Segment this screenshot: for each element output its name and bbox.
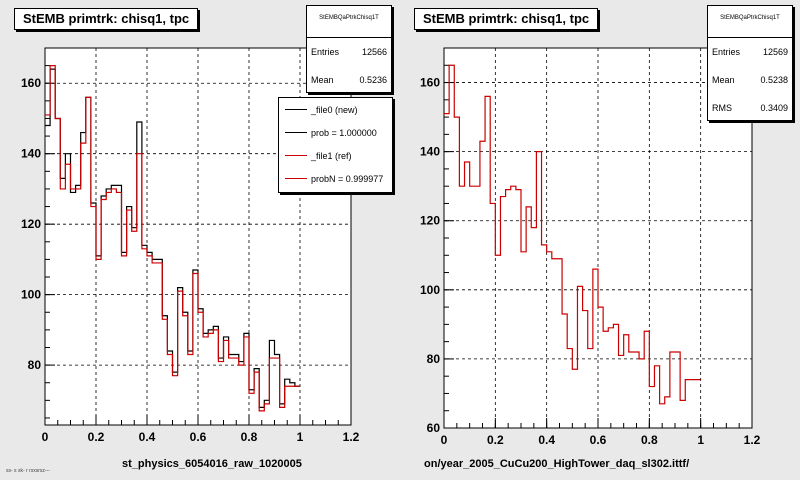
legend-item-probn: probN = 0.999977 bbox=[279, 167, 392, 190]
right-x-tick-label: 1.2 bbox=[744, 433, 761, 447]
right-stats-mean: Mean 0.5238 bbox=[712, 75, 788, 85]
legend-item-new: _file0 (new) bbox=[279, 98, 392, 121]
left-stats-entries: Entries 12566 bbox=[311, 47, 387, 57]
right-stats-title: StEMBQaPtrkChisq1T bbox=[708, 6, 792, 38]
right-y-tick-label: 80 bbox=[427, 352, 441, 366]
left-x-tick-label: 0.2 bbox=[88, 430, 105, 444]
left-x-tick-label: 1.2 bbox=[343, 430, 360, 444]
right-x-tick-label: 0.4 bbox=[538, 433, 555, 447]
left-y-tick-label: 80 bbox=[28, 358, 42, 372]
left-stats-title: StEMBQaPtrkChisq1T bbox=[307, 6, 391, 38]
left-stats-mean: Mean 0.5236 bbox=[311, 75, 387, 85]
legend-item-prob: prob = 1.000000 bbox=[279, 121, 392, 144]
left-y-tick-label: 120 bbox=[21, 217, 41, 231]
right-y-tick-label: 160 bbox=[420, 76, 440, 90]
right-x-axis-label: on/year_2005_CuCu200_HighTower_daq_sl302… bbox=[424, 458, 690, 470]
left-x-tick-label: 1 bbox=[297, 430, 304, 444]
right-chart-title: StEMB primtrk: chisq1, tpc bbox=[414, 8, 599, 30]
right-x-tick-label: 0.6 bbox=[590, 433, 607, 447]
legend-line-new bbox=[285, 109, 307, 110]
legend-line-prob bbox=[285, 132, 307, 133]
right-y-tick-label: 60 bbox=[427, 421, 441, 435]
left-chart-title: StEMB primtrk: chisq1, tpc bbox=[14, 8, 199, 30]
right-y-tick-label: 100 bbox=[420, 283, 440, 297]
legend-item-ref: _file1 (ref) bbox=[279, 144, 392, 167]
left-stats-box: StEMBQaPtrkChisq1T Entries 12566 Mean 0.52… bbox=[306, 5, 392, 93]
left-series-ref-line bbox=[45, 65, 300, 412]
left-y-tick-label: 100 bbox=[21, 288, 41, 302]
right-series-ref-line bbox=[444, 64, 701, 405]
left-x-tick-label: 0.6 bbox=[190, 430, 207, 444]
legend-line-ref bbox=[285, 155, 307, 156]
right-x-tick-label: 1 bbox=[697, 433, 704, 447]
legend: _file0 (new) prob = 1.000000 _file1 (ref… bbox=[278, 97, 393, 193]
right-x-tick-label: 0.2 bbox=[487, 433, 504, 447]
left-y-tick-label: 140 bbox=[21, 147, 41, 161]
left-y-tick-label: 160 bbox=[21, 76, 41, 90]
left-x-axis-label: st_physics_6054016_raw_1020005 bbox=[122, 458, 302, 470]
left-x-tick-label: 0.8 bbox=[241, 430, 258, 444]
left-x-tick-label: 0.4 bbox=[139, 430, 156, 444]
right-stats-entries: Entries 12569 bbox=[712, 47, 788, 57]
footer-text: ss- s sk- r rsxsrsz--- bbox=[6, 468, 50, 474]
right-y-tick-label: 120 bbox=[420, 214, 440, 228]
left-x-tick-label: 0 bbox=[42, 430, 49, 444]
right-y-tick-label: 140 bbox=[420, 145, 440, 159]
right-stats-rms: RMS 0.3409 bbox=[712, 103, 788, 113]
legend-line-probn bbox=[285, 178, 307, 179]
right-x-tick-label: 0 bbox=[441, 433, 448, 447]
right-x-tick-label: 0.8 bbox=[641, 433, 658, 447]
right-stats-box: StEMBQaPtrkChisq1T Entries 12569 Mean 0.52… bbox=[707, 5, 793, 121]
